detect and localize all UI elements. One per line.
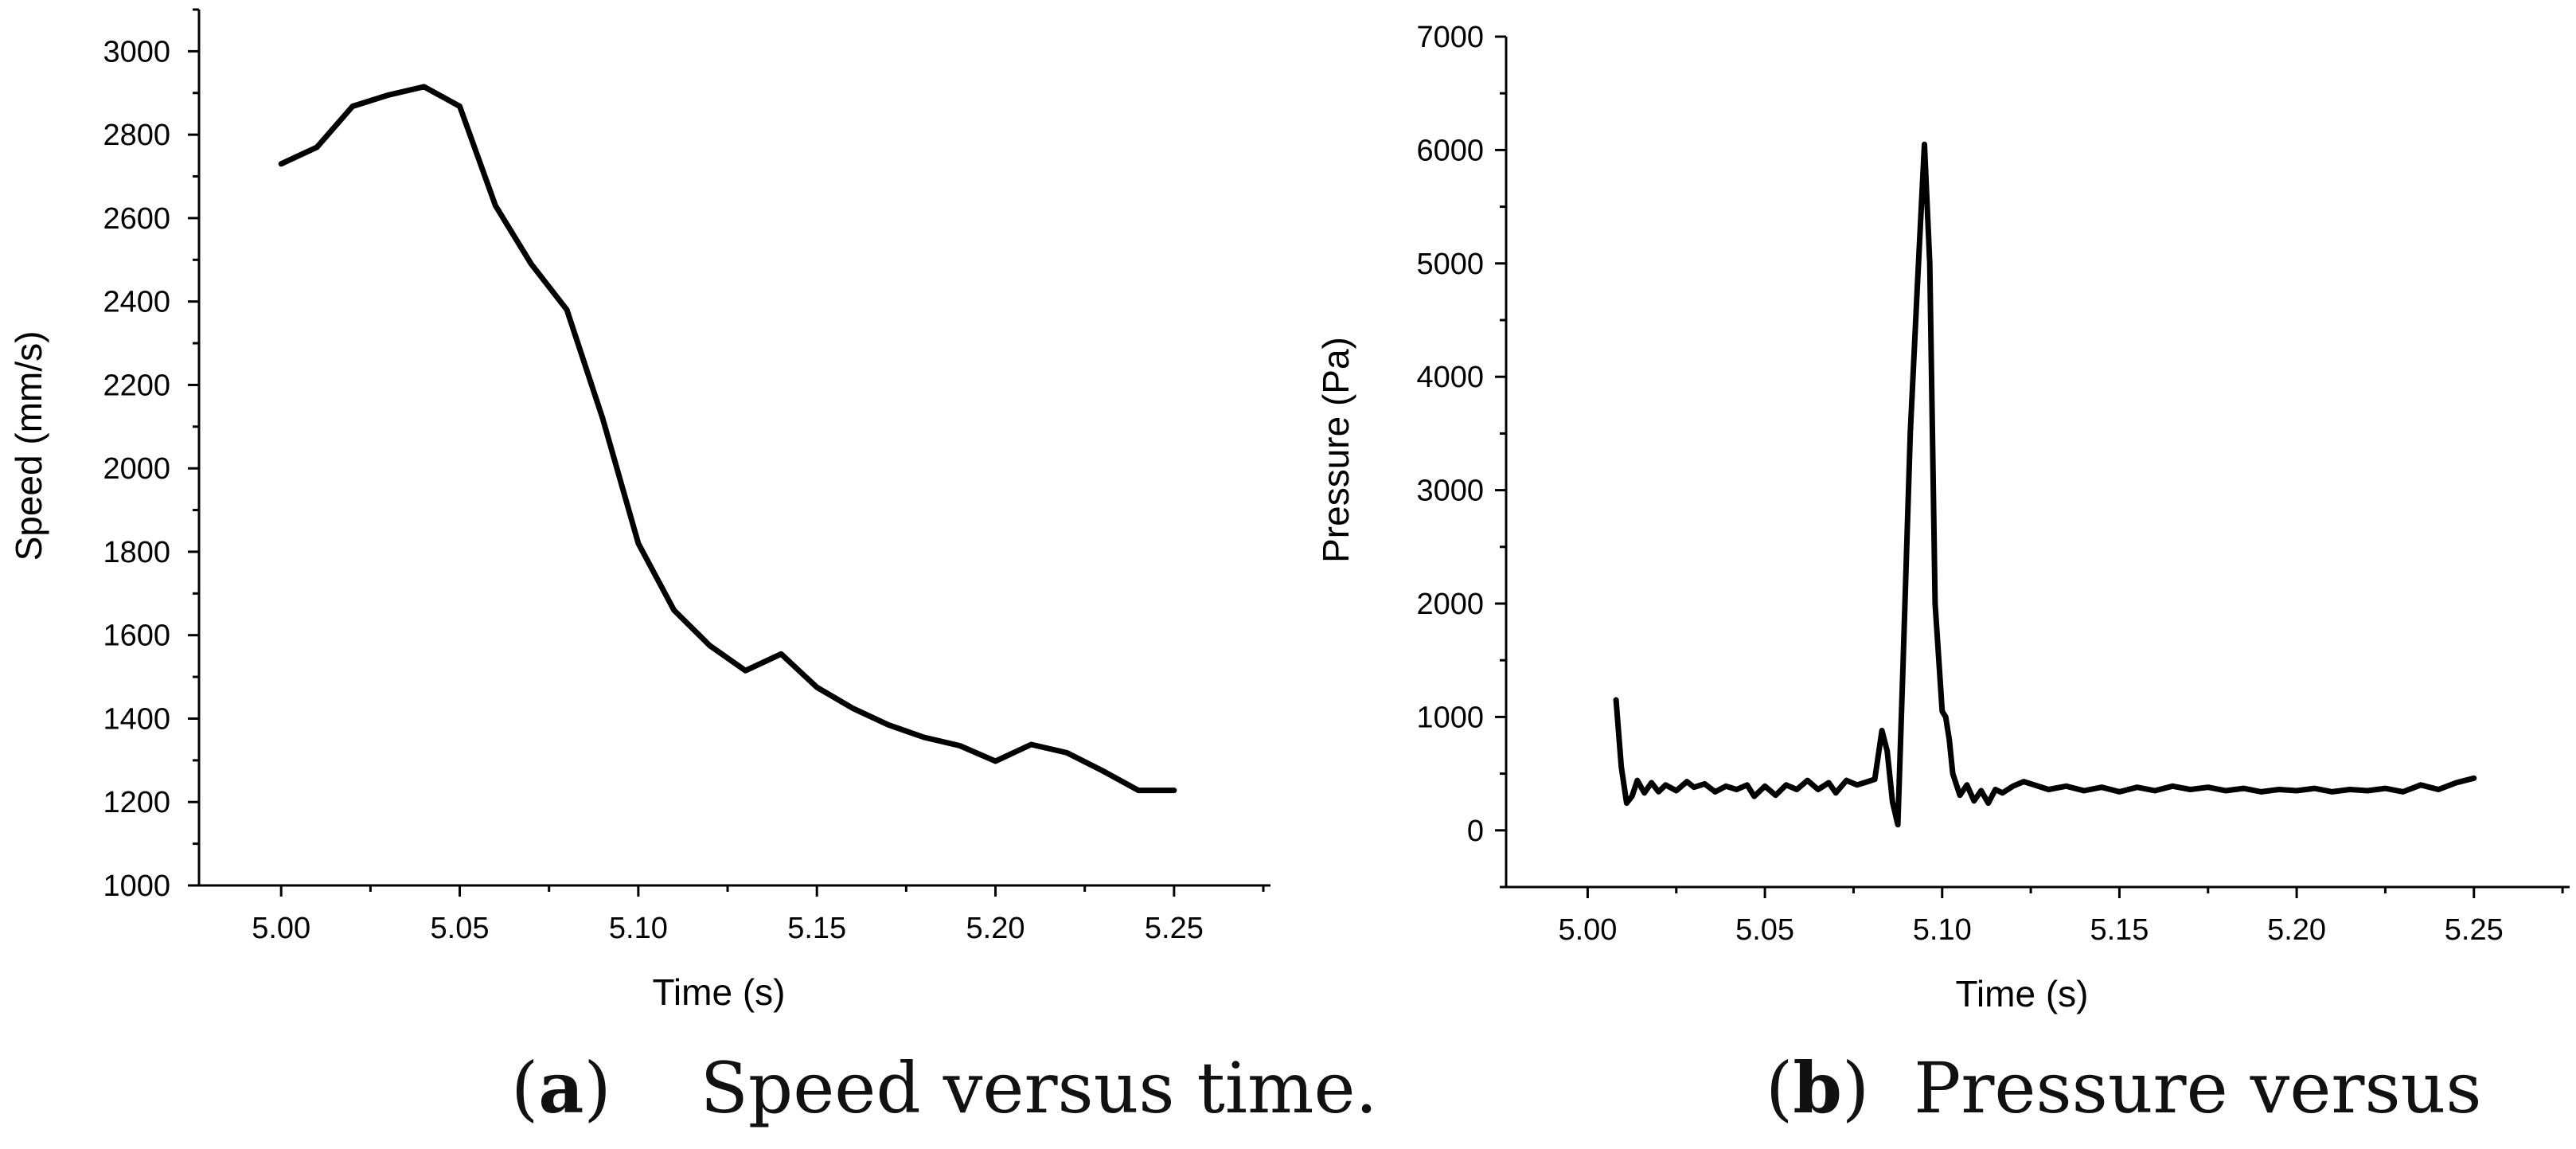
panel-a-speed-chart: 1000 1200 1400 1600 1800 2000 2200 2400 2600 2800… (8, 8, 1270, 1013)
speed-y-tick-label: 2400 (103, 286, 170, 319)
speed-y-tick-label: 1200 (103, 786, 170, 819)
pressure-y-tick-label: 0 (1467, 815, 1484, 848)
pressure-y-axis-label: Pressure (Pa) (1315, 337, 1356, 563)
speed-y-tick-label: 3000 (103, 35, 170, 68)
pressure-y-tick-label: 1000 (1416, 701, 1484, 734)
speed-y-tick-label: 1400 (103, 702, 170, 736)
speed-x-tick-label: 5.10 (609, 912, 668, 945)
pressure-x-tick-label: 5.20 (2267, 913, 2326, 947)
speed-x-tick-label: 5.05 (431, 912, 490, 945)
pressure-y-tick-label: 7000 (1416, 21, 1484, 54)
pressure-x-axis-label: Time (s) (1956, 973, 2089, 1014)
pressure-x-tick-label: 5.25 (2445, 913, 2504, 947)
speed-x-axis-label: Time (s) (653, 971, 786, 1013)
pressure-x-tick-label: 5.00 (1558, 913, 1617, 947)
speed-y-tick-label: 1800 (103, 536, 170, 569)
speed-y-tick-label: 2600 (103, 202, 170, 236)
speed-y-tick-label: 1600 (103, 619, 170, 653)
speed-y-axis-label: Speed (mm/s) (8, 331, 49, 561)
pressure-x-tick-label: 5.05 (1735, 913, 1794, 947)
speed-y-tick-label: 2200 (103, 369, 170, 402)
caption-b: (b) Pressure versus (1766, 1046, 2482, 1129)
pressure-x-tick-label: 5.10 (1913, 913, 1972, 947)
speed-x-tick-label: 5.20 (966, 912, 1025, 945)
speed-x-tick-label: 5.15 (787, 912, 846, 945)
speed-y-tick-label: 2000 (103, 452, 170, 486)
speed-series-line (278, 84, 1177, 794)
pressure-x-tick-label: 5.15 (2090, 913, 2149, 947)
pressure-series-line (1613, 141, 2477, 828)
pressure-y-tick-label: 2000 (1416, 588, 1484, 621)
pressure-y-tick-label: 6000 (1416, 134, 1484, 167)
caption-b-label: b (1793, 1046, 1842, 1129)
pressure-y-tick-label: 5000 (1416, 248, 1484, 281)
panel-b-pressure-chart: 0 1000 2000 3000 4000 5000 6000 7000 5.00 5.05 5.1… (1315, 21, 2570, 1014)
pressure-y-tick-label: 3000 (1416, 475, 1484, 508)
speed-x-tick-label: 5.00 (252, 912, 310, 945)
caption-a-label: a (538, 1046, 584, 1129)
caption-a-text: Speed versus time. (700, 1047, 1378, 1129)
caption-a: (a) Speed versus time. (511, 1046, 1378, 1129)
speed-y-tick-label: 2800 (103, 119, 170, 152)
caption-b-text: Pressure versus (1914, 1047, 2482, 1129)
speed-x-tick-label: 5.25 (1145, 912, 1204, 945)
speed-y-tick-label: 1000 (103, 870, 170, 903)
pressure-y-tick-label: 4000 (1416, 361, 1484, 394)
